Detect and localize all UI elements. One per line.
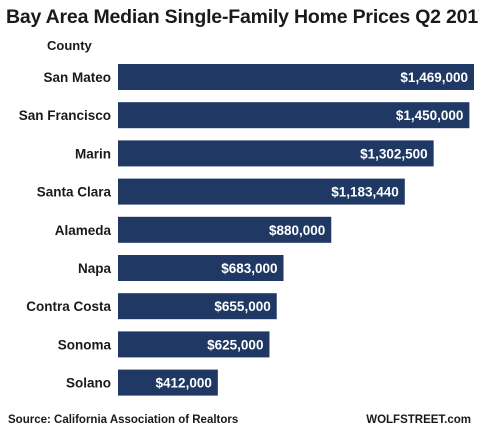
value-label-san-mateo: $1,469,000 xyxy=(400,70,468,85)
category-label-napa: Napa xyxy=(78,261,112,276)
bar-marin xyxy=(118,140,434,167)
value-label-sonoma: $625,000 xyxy=(207,337,263,352)
value-label-san-francisco: $1,450,000 xyxy=(396,108,464,123)
bar-san-francisco xyxy=(118,102,470,129)
site-credit: WOLFSTREET.com xyxy=(366,414,471,426)
category-axis-label: County xyxy=(47,38,92,53)
category-label-san-francisco: San Francisco xyxy=(19,108,111,123)
bar-alameda xyxy=(118,216,332,243)
chart-title: Bay Area Median Single-Family Home Price… xyxy=(6,6,479,28)
category-label-solano: Solano xyxy=(66,376,111,391)
value-label-alameda: $880,000 xyxy=(269,223,325,238)
bar-solano xyxy=(118,369,218,396)
bar-napa xyxy=(118,255,284,281)
value-label-santa-clara: $1,183,440 xyxy=(331,185,399,200)
category-label-sonoma: Sonoma xyxy=(58,337,112,352)
source-note: Source: California Association of Realto… xyxy=(8,414,239,426)
bar-contra-costa xyxy=(118,293,277,320)
category-label-santa-clara: Santa Clara xyxy=(37,185,112,200)
value-label-marin: $1,302,500 xyxy=(360,146,428,161)
bar-santa-clara xyxy=(118,178,405,205)
value-label-contra-costa: $655,000 xyxy=(214,299,270,314)
value-label-solano: $412,000 xyxy=(156,376,212,391)
category-label-alameda: Alameda xyxy=(55,223,112,238)
category-label-san-mateo: San Mateo xyxy=(43,70,111,85)
bar-sonoma xyxy=(118,331,270,358)
bar-san-mateo xyxy=(118,64,474,90)
category-label-contra-costa: Contra Costa xyxy=(26,299,111,314)
category-label-marin: Marin xyxy=(75,146,111,161)
value-label-napa: $683,000 xyxy=(221,261,277,276)
